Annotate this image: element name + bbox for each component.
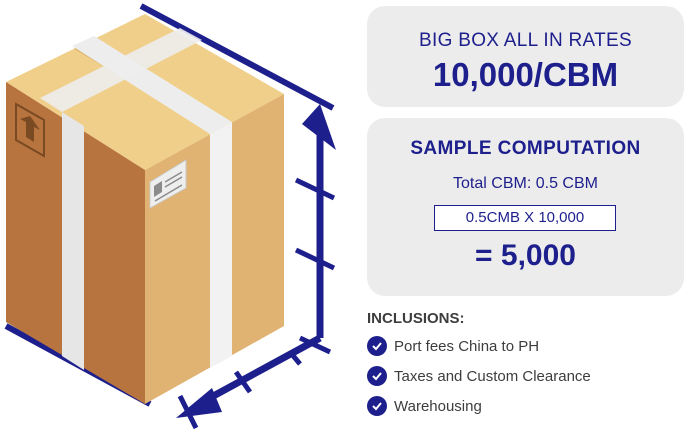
inclusion-label: Warehousing	[394, 397, 482, 415]
inclusion-item-warehousing: Warehousing	[367, 395, 482, 417]
check-circle-icon	[367, 396, 387, 416]
sample-computation-card: SAMPLE COMPUTATION Total CBM: 0.5 CBM 0.…	[367, 118, 684, 296]
shipping-label-icon	[149, 159, 187, 209]
check-circle-icon	[367, 336, 387, 356]
sample-formula: 0.5CMB X 10,000	[434, 205, 616, 231]
height-arrow-icon	[294, 104, 336, 355]
sample-total-cbm: Total CBM: 0.5 CBM	[453, 175, 598, 192]
sample-result: = 5,000	[475, 239, 576, 272]
inclusion-item-taxes: Taxes and Custom Clearance	[367, 365, 591, 387]
rates-value: 10,000/CBM	[432, 56, 619, 93]
inclusion-label: Port fees China to PH	[394, 337, 540, 355]
box-illustration	[4, 3, 336, 430]
depth-dimension-line	[139, 3, 335, 111]
this-side-up-arrow-icon	[15, 102, 45, 158]
inclusions-title: INCLUSIONS:	[367, 310, 465, 327]
cardboard-box-icon	[6, 14, 284, 404]
inclusion-label: Taxes and Custom Clearance	[394, 367, 591, 385]
rates-label: BIG BOX ALL IN RATES	[419, 30, 632, 51]
check-circle-icon	[367, 366, 387, 386]
sample-title: SAMPLE COMPUTATION	[410, 138, 641, 159]
inclusion-item-port-fees: Port fees China to PH	[367, 335, 539, 357]
rates-card: BIG BOX ALL IN RATES 10,000/CBM	[367, 6, 684, 107]
